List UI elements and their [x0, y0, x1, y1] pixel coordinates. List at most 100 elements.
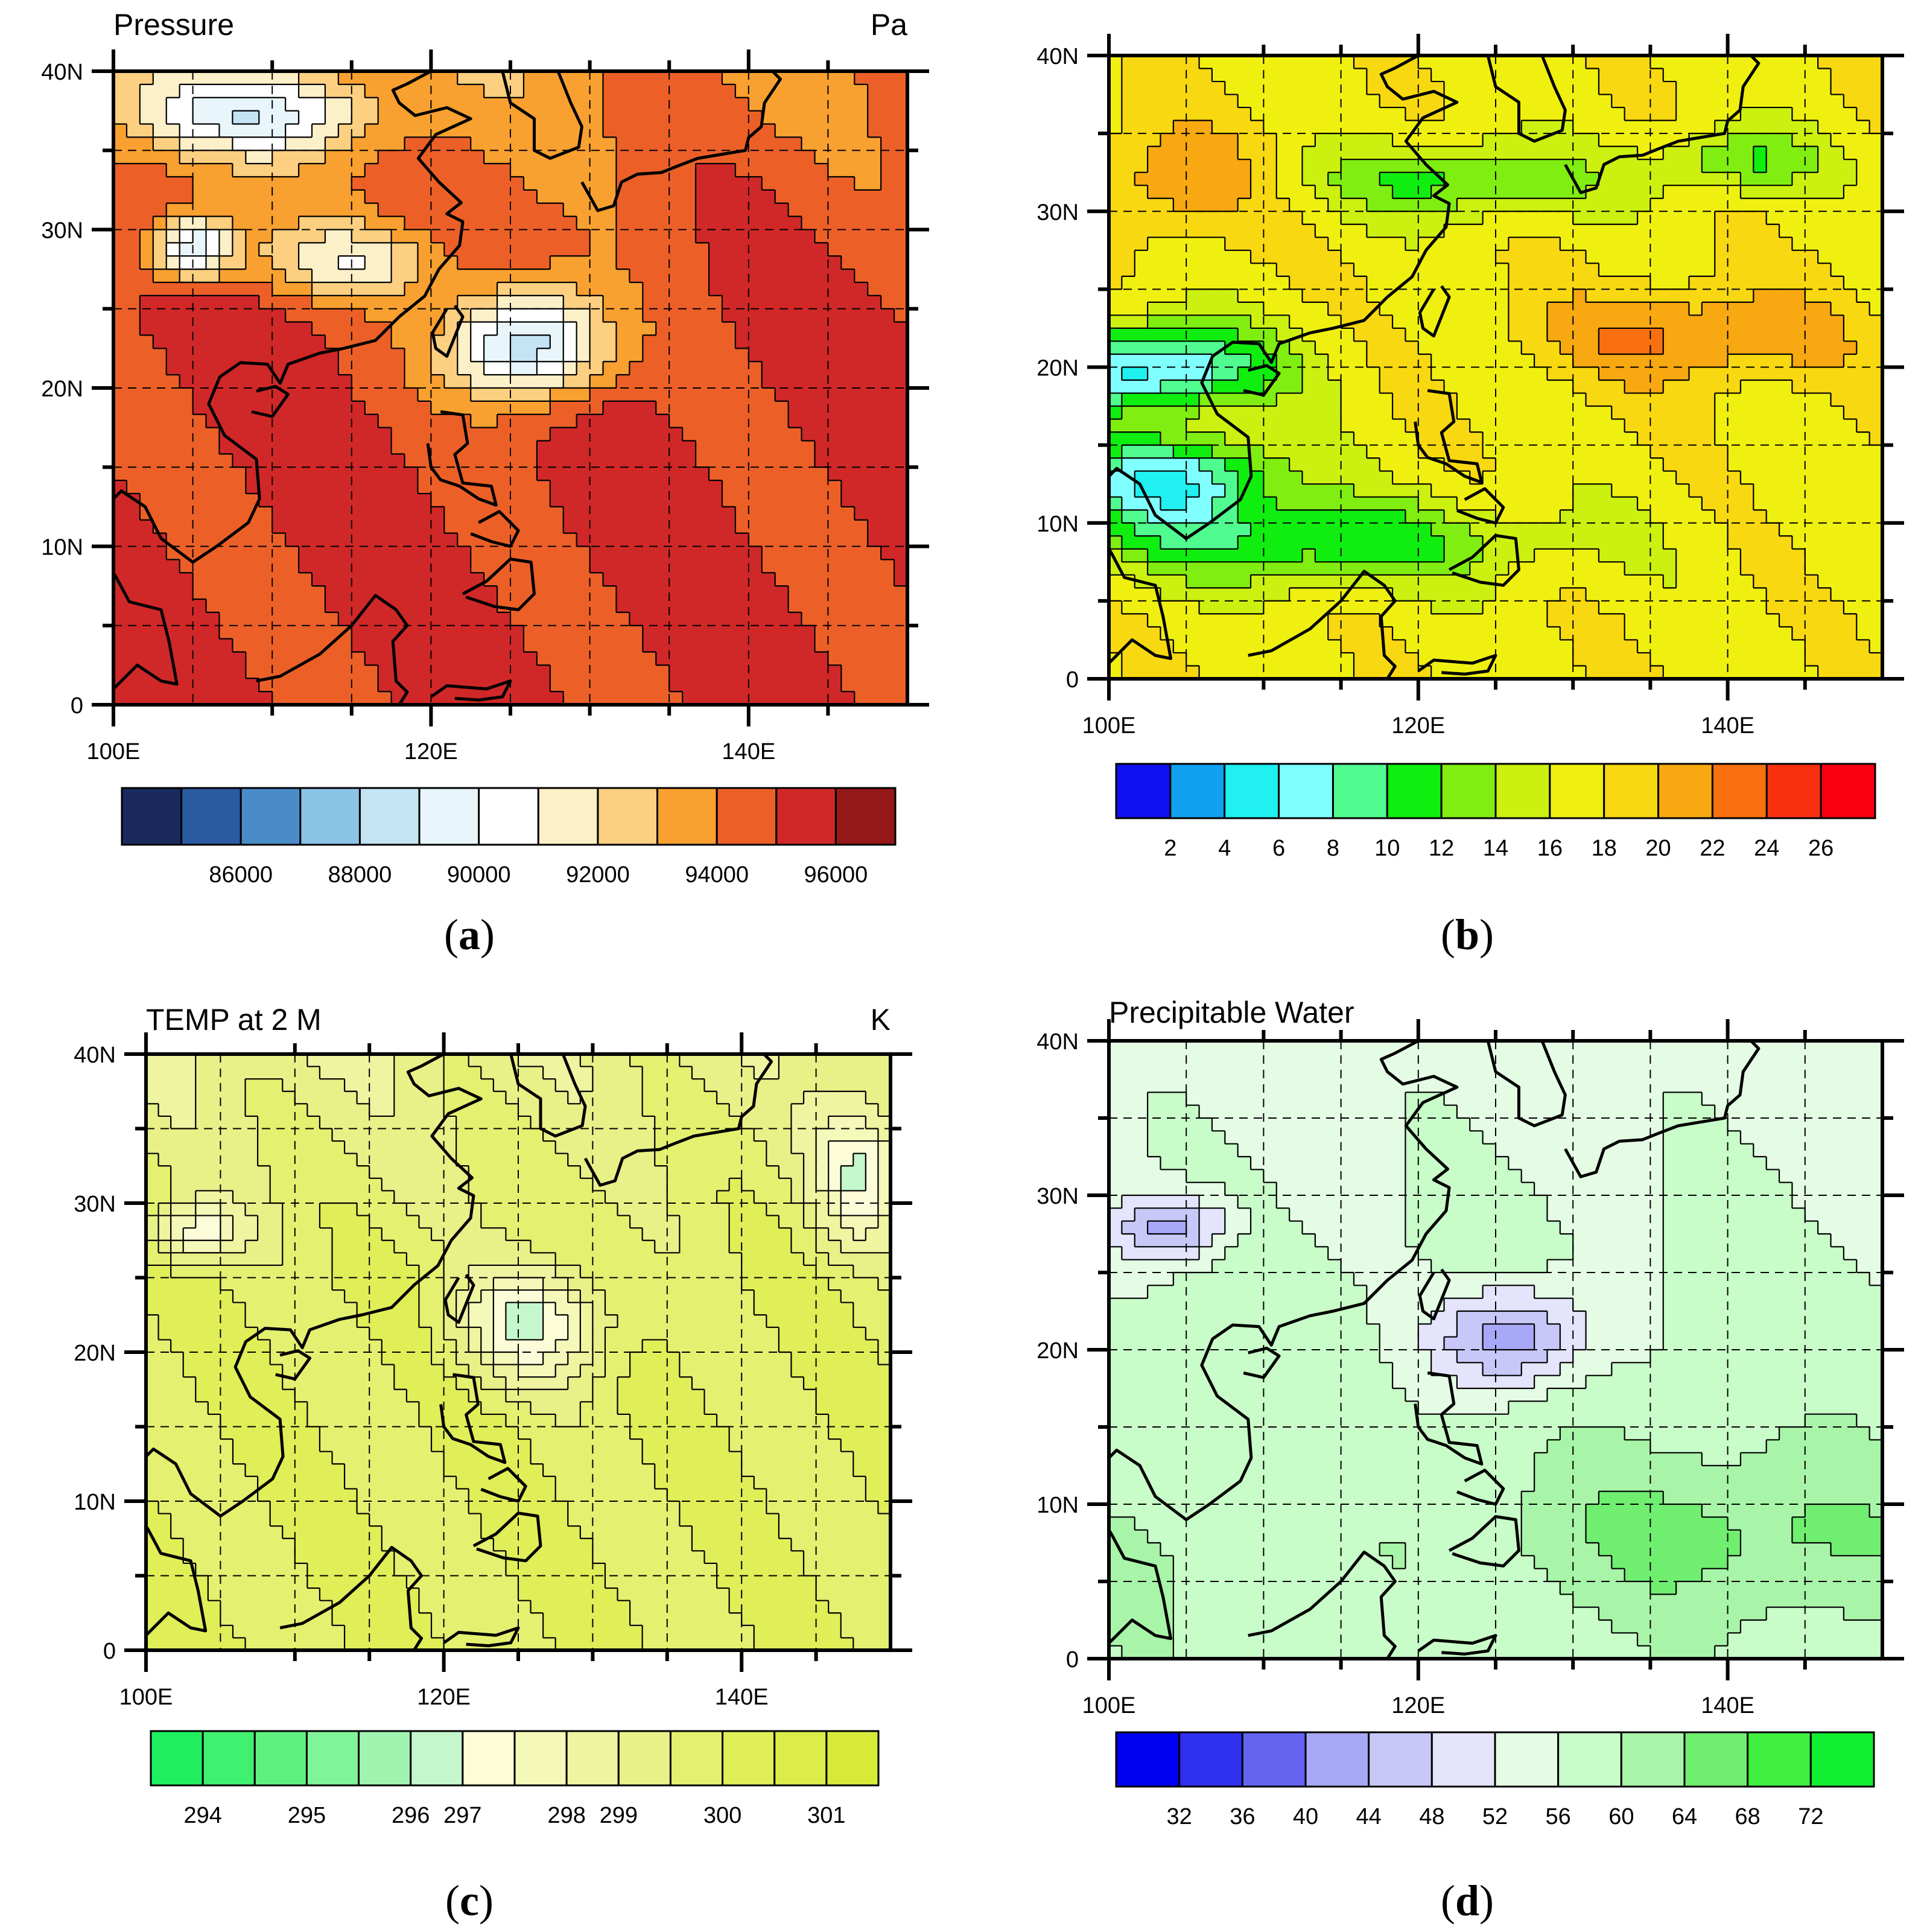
colorbar-swatch [418, 787, 480, 846]
lon-label: 120E [1391, 1693, 1445, 1718]
colorbar-swatch [1115, 1731, 1181, 1788]
colorbar-swatch [121, 787, 183, 846]
field-layer [1109, 56, 1882, 679]
colorbar-swatch [1386, 763, 1443, 819]
colorbar-swatch [1683, 1731, 1749, 1788]
graticule [1109, 56, 1882, 679]
panel-b: 0 10N 20N 30N 40N 100E 120E 140E 2 4 6 8 10 12 14 16 18 2… [962, 0, 1923, 966]
lat-label: 0 [1066, 1647, 1079, 1673]
colorbar-label: 299 [600, 1803, 638, 1828]
panel-units: Pa [871, 8, 907, 42]
colorbar-swatch [240, 787, 302, 846]
colorbar-label: 68 [1735, 1804, 1760, 1829]
colorbar-label: 26 [1808, 836, 1834, 861]
colorbar-label: 88000 [328, 862, 392, 888]
colorbar [1115, 1731, 1875, 1788]
colorbar-label: 300 [703, 1803, 741, 1828]
lon-label: 100E [1082, 1693, 1136, 1718]
colorbar-swatch [617, 1730, 671, 1787]
colorbar-label: 94000 [685, 862, 749, 888]
colorbar-label: 297 [443, 1803, 481, 1828]
colorbar-swatch [1224, 763, 1280, 819]
colorbar-label: 22 [1700, 836, 1725, 861]
lat-label: 30N [1037, 1184, 1079, 1209]
colorbar-swatch [1178, 1731, 1243, 1788]
lat-label: 0 [103, 1639, 116, 1664]
colorbar-label: 72 [1798, 1804, 1823, 1829]
colorbar-swatch [202, 1730, 256, 1787]
colorbar-label: 18 [1592, 836, 1617, 861]
colorbar-swatch [1278, 763, 1334, 819]
colorbar-swatch [358, 787, 421, 846]
colorbar-label: 44 [1356, 1804, 1382, 1829]
colorbar-label: 296 [392, 1803, 430, 1828]
colorbar-swatch [1332, 763, 1388, 819]
colorbar-swatch [1765, 763, 1822, 819]
colorbar-swatch [716, 787, 778, 846]
colorbar-label: 4 [1218, 836, 1231, 861]
colorbar-label: 20 [1645, 836, 1671, 861]
panel-a: 0 10N 20N 30N 40N 100E 120E 140E Pressure Pa 86000… [0, 0, 962, 966]
colorbar-swatch [462, 1730, 516, 1787]
panel-title: Precipitable Water [1109, 996, 1354, 1029]
graticule [113, 71, 907, 705]
field-layer [113, 71, 907, 705]
colorbar-label: 90000 [447, 862, 511, 888]
colorbar-swatch [1711, 763, 1768, 819]
colorbar-swatch [597, 787, 659, 846]
panel-title: Pressure [113, 8, 234, 42]
colorbar-label: 16 [1537, 836, 1563, 861]
lon-label: 100E [87, 739, 141, 764]
colorbar-label: 36 [1230, 1804, 1255, 1829]
colorbar-swatch [656, 787, 718, 846]
colorbar-label: 24 [1754, 836, 1779, 861]
graticule [1109, 1041, 1882, 1659]
lat-label: 30N [41, 218, 83, 244]
colorbar-label: 86000 [209, 862, 273, 888]
colorbar-swatch [1368, 1731, 1433, 1788]
colorbar-swatch [1440, 763, 1497, 819]
colorbar-swatch [478, 787, 539, 846]
coastlines [1109, 56, 1760, 679]
colorbar-swatch [1603, 763, 1660, 819]
panel-c-svg: 0 10N 20N 30N 40N 100E 120E 140E TEMP at 2 M K 294… [74, 1003, 912, 1828]
axis-ticks [1087, 1019, 1904, 1680]
colorbar-swatch [299, 787, 361, 846]
colorbar-label: 8 [1327, 836, 1339, 861]
axis-ticks [1087, 34, 1904, 701]
axis-ticks [124, 1032, 912, 1672]
field-layer [1109, 1041, 1882, 1659]
colorbar-swatch [1494, 1731, 1560, 1788]
axis-ticks [92, 49, 929, 726]
colorbar-swatch [1620, 1731, 1686, 1788]
colorbar-swatch [773, 1730, 828, 1787]
colorbar-label: 64 [1672, 1804, 1697, 1829]
panel-d-svg: 0 10N 20N 30N 40N 100E 120E 140E Precipitable Wa… [1037, 996, 1904, 1829]
lat-label: 20N [74, 1341, 116, 1366]
lat-label: 0 [1066, 667, 1079, 693]
colorbar-swatch [180, 787, 242, 846]
panel-title: TEMP at 2 M [146, 1003, 322, 1037]
colorbar-swatch [1115, 763, 1172, 819]
colorbar-swatch [305, 1730, 360, 1787]
lat-label: 20N [41, 377, 83, 402]
colorbar-swatch [1304, 1731, 1370, 1788]
lon-label: 100E [1082, 713, 1136, 739]
colorbar-label: 92000 [566, 862, 630, 888]
colorbar-swatch [825, 1730, 880, 1787]
lat-label: 10N [1037, 512, 1079, 537]
panel-b-caption: (b) [1440, 910, 1494, 959]
colorbar-swatch [1809, 1731, 1875, 1788]
lat-label: 30N [74, 1192, 116, 1217]
lon-label: 140E [722, 739, 775, 764]
coastlines [1109, 1041, 1760, 1659]
colorbar-label: 6 [1272, 836, 1285, 861]
panel-units: K [871, 1003, 891, 1037]
colorbar-swatch [1820, 763, 1876, 819]
contour-lines [113, 71, 907, 705]
colorbar-swatch [669, 1730, 724, 1787]
lon-label: 140E [715, 1685, 769, 1710]
colorbar-label: 60 [1608, 1804, 1634, 1829]
panel-d: 0 10N 20N 30N 40N 100E 120E 140E Precipitable Wa… [962, 966, 1923, 1932]
